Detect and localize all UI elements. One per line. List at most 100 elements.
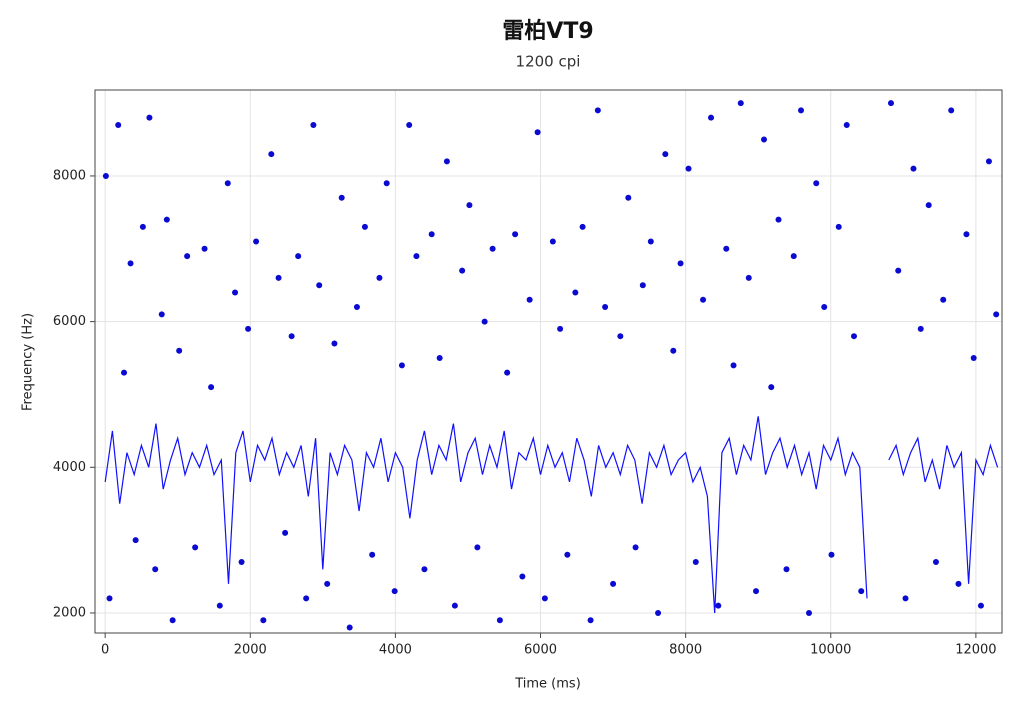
data-point [955, 580, 962, 587]
data-point [632, 544, 639, 551]
data-point [208, 384, 215, 391]
data-point [775, 216, 782, 223]
data-point [369, 551, 376, 558]
data-point [121, 369, 128, 376]
y-tick-label: 4000 [53, 460, 86, 475]
data-point [496, 617, 503, 624]
data-point [127, 260, 134, 267]
data-point [176, 347, 183, 354]
data-point [828, 551, 835, 558]
data-point [940, 296, 947, 303]
x-tick-label: 12000 [955, 643, 996, 658]
data-point [275, 274, 282, 281]
data-point [534, 129, 541, 136]
series-layer [102, 100, 1000, 631]
data-point [587, 617, 594, 624]
data-point [977, 602, 984, 609]
data-point [459, 267, 466, 274]
data-point [519, 573, 526, 580]
data-point [295, 253, 302, 260]
data-point [474, 544, 481, 551]
data-point [238, 558, 245, 565]
data-point [835, 223, 842, 230]
data-point [768, 384, 775, 391]
data-point [139, 223, 146, 230]
data-point [324, 580, 331, 587]
data-point [146, 114, 153, 121]
x-tick-label: 0 [101, 643, 109, 658]
data-point [932, 558, 939, 565]
data-point [192, 544, 199, 551]
data-point [730, 362, 737, 369]
data-point [338, 194, 345, 201]
data-point [201, 245, 208, 252]
x-tick-label: 4000 [379, 643, 412, 658]
data-point [655, 609, 662, 616]
x-tick-label: 10000 [810, 643, 851, 658]
data-point [443, 158, 450, 165]
data-point [466, 202, 473, 209]
data-point [383, 180, 390, 187]
data-point [594, 107, 601, 114]
data-point [421, 566, 428, 573]
data-point [610, 580, 617, 587]
data-point [572, 289, 579, 296]
data-point [579, 223, 586, 230]
data-point [723, 245, 730, 252]
data-point [617, 333, 624, 340]
data-point [282, 529, 289, 536]
data-point [253, 238, 260, 245]
data-point [268, 151, 275, 158]
data-point [895, 267, 902, 274]
data-point [406, 121, 413, 128]
data-point [887, 100, 894, 107]
data-point [925, 202, 932, 209]
data-point [708, 114, 715, 121]
data-point [481, 318, 488, 325]
y-axis-label: Frequency (Hz) [21, 313, 36, 411]
data-point [224, 180, 231, 187]
data-point [843, 121, 850, 128]
data-point [917, 325, 924, 332]
data-point [504, 369, 511, 376]
data-point [647, 238, 654, 245]
plot-frame [94, 89, 1003, 634]
data-point [805, 609, 812, 616]
data-point [753, 588, 760, 595]
data-point [564, 551, 571, 558]
data-point [993, 311, 1000, 318]
data-point [158, 311, 165, 318]
data-point [489, 245, 496, 252]
data-point [557, 325, 564, 332]
data-point [163, 216, 170, 223]
x-tick-label: 6000 [524, 643, 557, 658]
data-point [353, 304, 360, 311]
x-tick-label: 2000 [234, 643, 267, 658]
x-axis-label: Time (ms) [514, 677, 581, 692]
data-point [361, 223, 368, 230]
data-point [288, 333, 295, 340]
data-point [232, 289, 239, 296]
data-point [798, 107, 805, 114]
data-point [850, 333, 857, 340]
data-point [670, 347, 677, 354]
data-point [541, 595, 548, 602]
data-point [761, 136, 768, 143]
data-point [662, 151, 669, 158]
data-point [677, 260, 684, 267]
y-tick-label: 2000 [53, 605, 86, 620]
data-point [436, 355, 443, 362]
data-point [745, 274, 752, 281]
y-tick-label: 8000 [53, 168, 86, 183]
x-tick-label: 8000 [669, 643, 702, 658]
data-point [821, 304, 828, 311]
data-point [985, 158, 992, 165]
data-point [106, 595, 113, 602]
data-point [115, 121, 122, 128]
data-point [783, 566, 790, 573]
data-point [910, 165, 917, 172]
data-point [391, 588, 398, 595]
data-point [428, 231, 435, 238]
data-point [902, 595, 909, 602]
